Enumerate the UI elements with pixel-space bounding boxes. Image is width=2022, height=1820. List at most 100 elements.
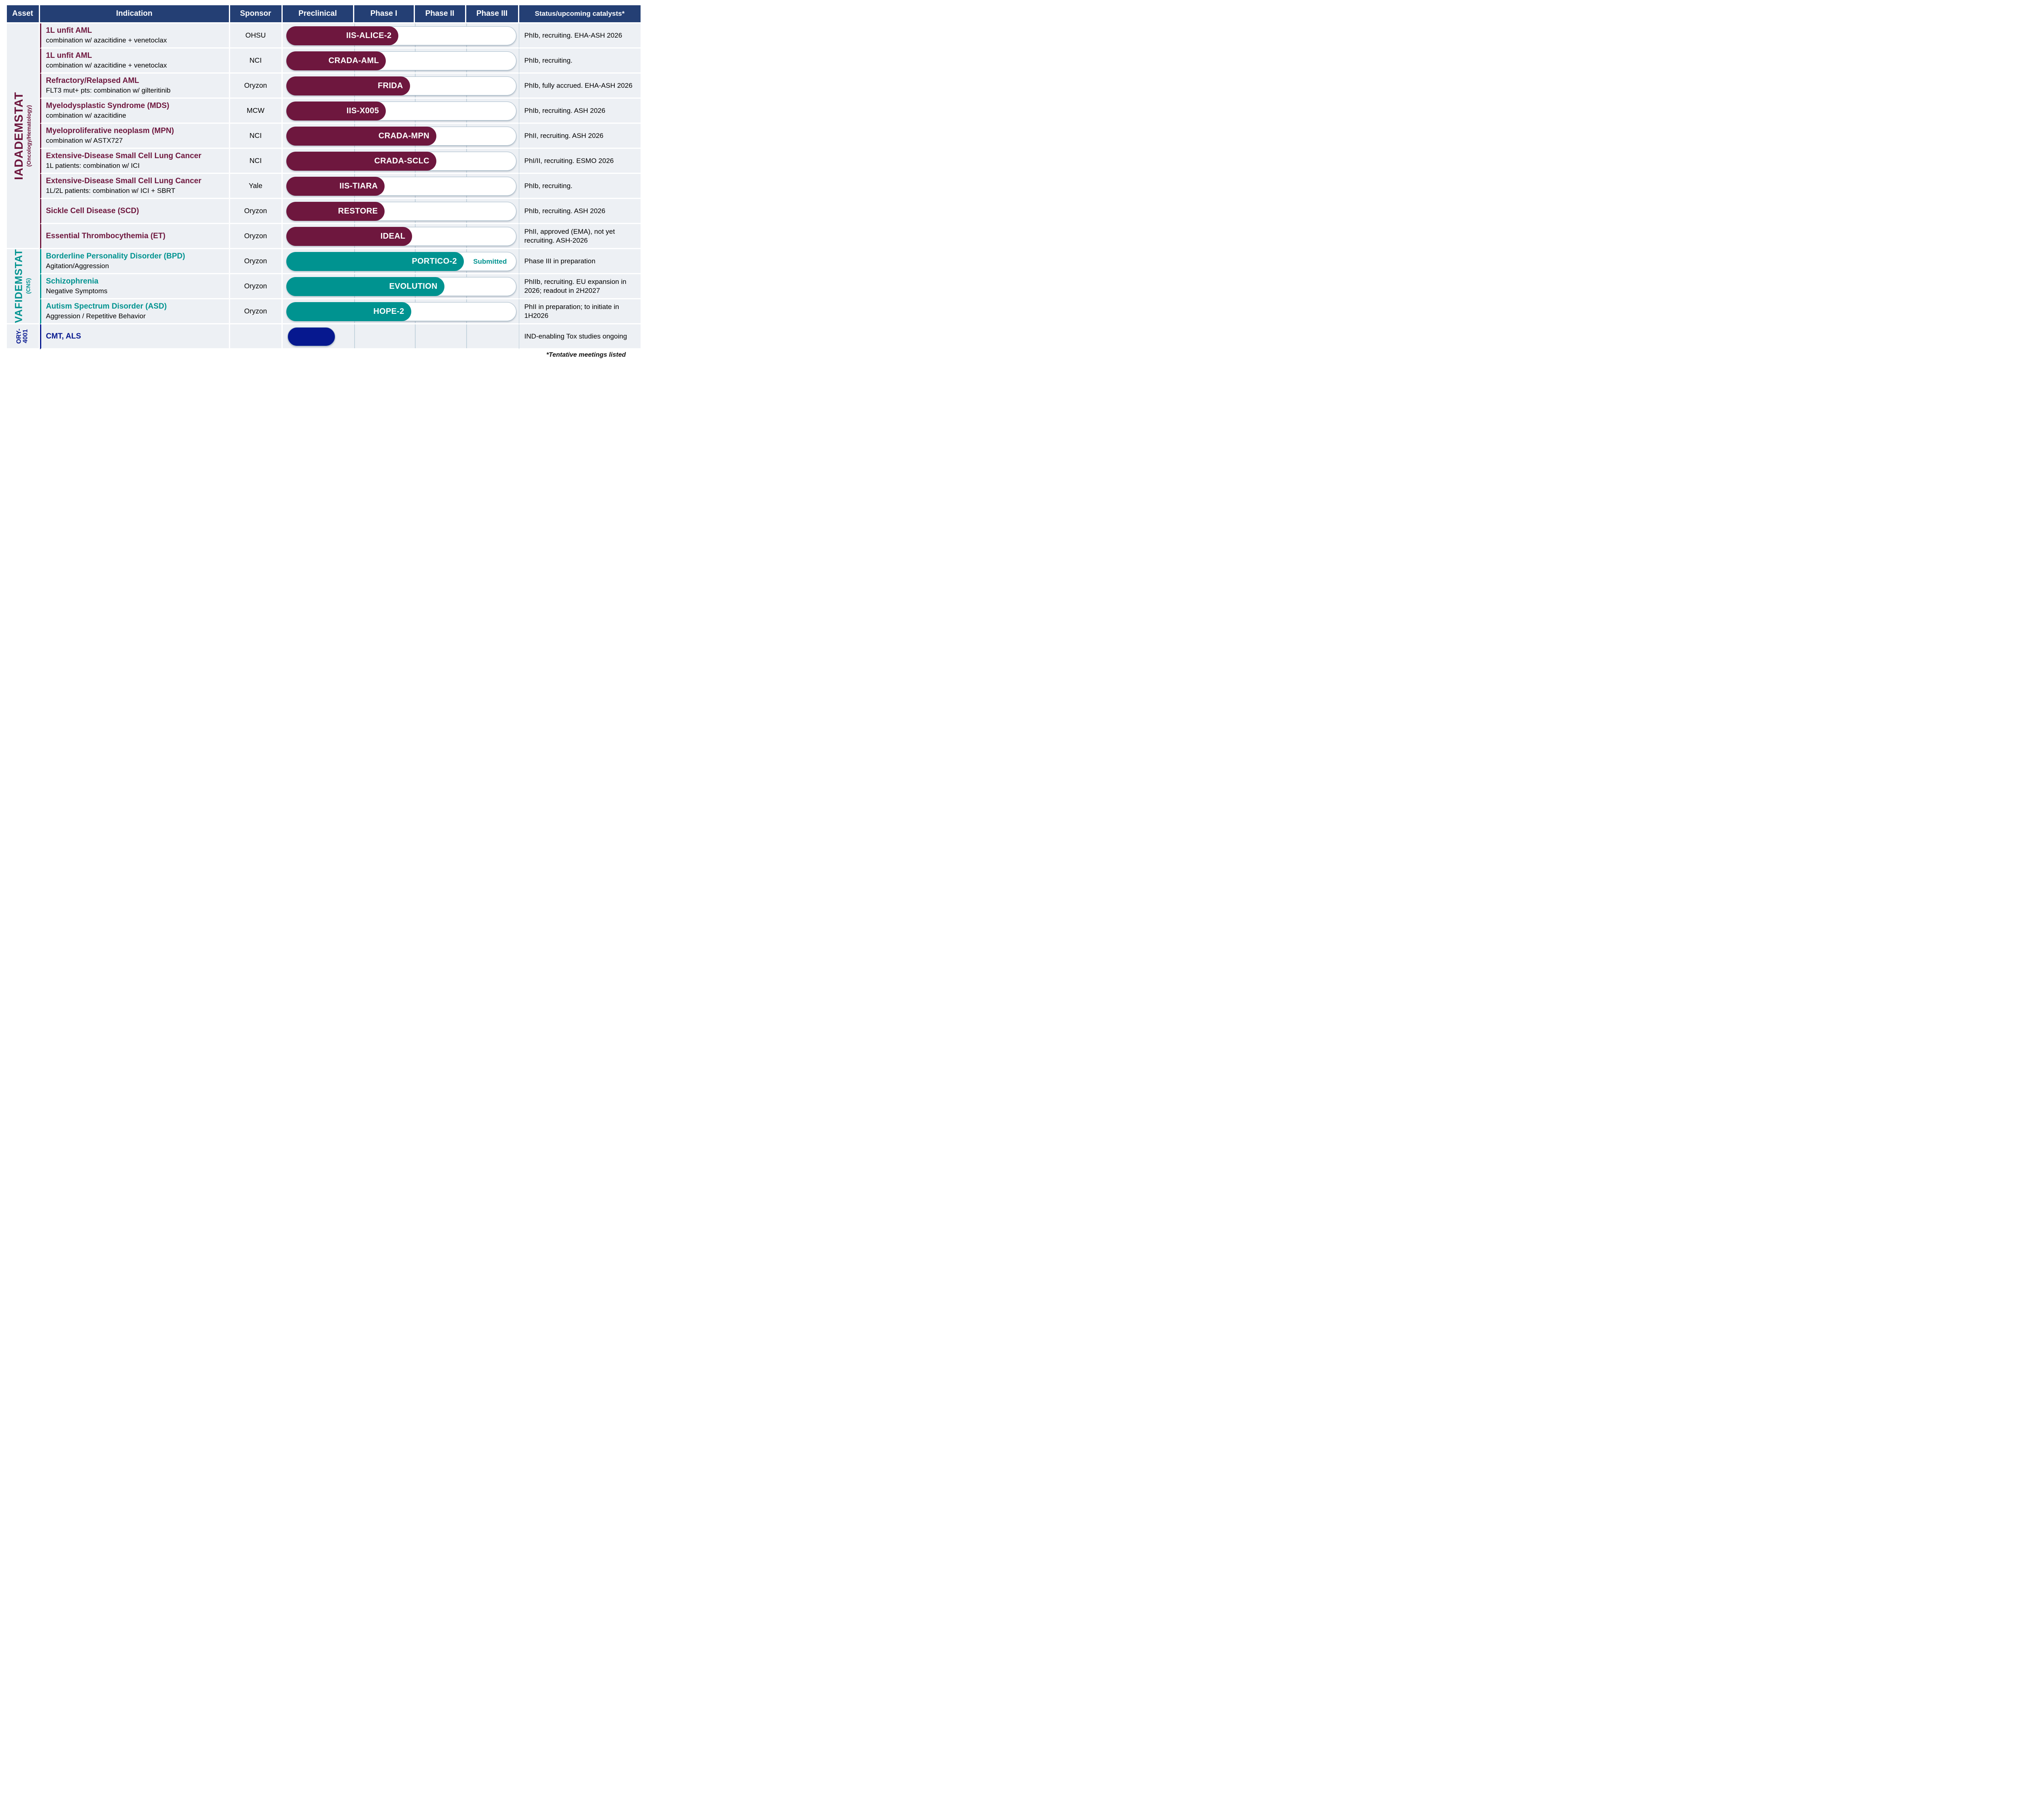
status-cell: PhIIb, recruiting. EU expansion in 2026;… bbox=[519, 274, 641, 299]
phase-cell: CRADA-MPN bbox=[282, 124, 519, 149]
indication-subtitle: Negative Symptoms bbox=[46, 287, 108, 295]
sponsor-cell: Oryzon bbox=[230, 274, 283, 299]
trial-name-label: FRIDA bbox=[378, 81, 403, 90]
indication-cell: CMT, ALS bbox=[40, 324, 230, 349]
status-cell: PhI/II, recruiting. ESMO 2026 bbox=[519, 149, 641, 174]
phase-cell: EVOLUTION bbox=[282, 274, 519, 299]
sponsor-cell: Oryzon bbox=[230, 249, 283, 274]
trial-name-label: IIS-TIARA bbox=[339, 182, 378, 190]
sponsor-cell: Oryzon bbox=[230, 74, 283, 99]
trial-name-label: CRADA-SCLC bbox=[374, 157, 429, 165]
phase-cell: IIS-TIARA bbox=[282, 174, 519, 199]
phase-cell: CRADA-SCLC bbox=[282, 149, 519, 174]
indication-subtitle: Aggression / Repetitive Behavior bbox=[46, 312, 146, 320]
trial-progress-track: RESTORE bbox=[286, 202, 516, 221]
trial-progress-track: IIS-TIARA bbox=[286, 177, 516, 196]
trial-progress-track: CRADA-MPN bbox=[286, 127, 516, 146]
trial-progress-track: FRIDA bbox=[286, 76, 516, 95]
trial-progress-track: IDEAL bbox=[286, 227, 516, 246]
trial-progress-fill: RESTORE bbox=[286, 202, 385, 221]
asset-group-label: VAFIDEMSTAT (CNS) bbox=[13, 249, 32, 324]
asset-group-subtitle: (CNS) bbox=[25, 278, 32, 294]
trial-progress-track: EVOLUTION bbox=[286, 277, 516, 296]
indication-subtitle: 1L/2L patients: combination w/ ICI + SBR… bbox=[46, 186, 176, 195]
trial-progress-fill: CRADA-AML bbox=[286, 51, 386, 70]
asset-group-ory4001: ORY- 4001 bbox=[6, 324, 40, 349]
trial-name-label: IDEAL bbox=[380, 232, 406, 241]
status-cell: IND-enabling Tox studies ongoing bbox=[519, 324, 641, 349]
phase-cell: CRADA-AML bbox=[282, 49, 519, 74]
indication-title: Schizophrenia bbox=[46, 277, 99, 286]
header-col-sponsor: Sponsor bbox=[230, 5, 283, 23]
indication-title: Myelodysplastic Syndrome (MDS) bbox=[46, 102, 169, 110]
indication-cell: Autism Spectrum Disorder (ASD) Aggression… bbox=[40, 299, 230, 324]
trial-progress-track: CRADA-AML bbox=[286, 51, 516, 70]
indication-title: 1L unfit AML bbox=[46, 51, 92, 60]
status-cell: PhIb, fully accrued. EHA-ASH 2026 bbox=[519, 74, 641, 99]
preclinical-pill bbox=[287, 327, 335, 346]
trial-name-label: CRADA-MPN bbox=[378, 131, 429, 140]
indication-cell: 1L unfit AML combination w/ azacitidine +… bbox=[40, 49, 230, 74]
asset-group-vafidemstat: VAFIDEMSTAT (CNS) bbox=[6, 249, 40, 324]
status-cell: PhII in preparation; to initiate in 1H20… bbox=[519, 299, 641, 324]
indication-cell: Sickle Cell Disease (SCD) bbox=[40, 199, 230, 224]
trial-progress-fill: EVOLUTION bbox=[286, 277, 444, 296]
sponsor-cell: Oryzon bbox=[230, 224, 283, 249]
status-cell: PhII, recruiting. ASH 2026 bbox=[519, 124, 641, 149]
trial-progress-track: PORTICO-2 Submitted bbox=[286, 252, 516, 271]
phase-cell: IDEAL bbox=[282, 224, 519, 249]
trial-progress-fill: IIS-X005 bbox=[286, 102, 386, 121]
asset-group-label: ORY- 4001 bbox=[15, 328, 29, 344]
indication-subtitle: combination w/ azacitidine + venetoclax bbox=[46, 61, 167, 69]
indication-title: Essential Thrombocythemia (ET) bbox=[46, 231, 166, 240]
trial-progress-fill: IIS-TIARA bbox=[286, 177, 385, 196]
asset-group-iadademstat: IADADEMSTAT (Oncology/Hematology) bbox=[6, 23, 40, 249]
indication-cell: Myeloproliferative neoplasm (MPN) combina… bbox=[40, 124, 230, 149]
indication-title: Refractory/Relapsed AML bbox=[46, 76, 140, 85]
indication-cell: Myelodysplastic Syndrome (MDS) combinatio… bbox=[40, 99, 230, 124]
phase-cell: FRIDA bbox=[282, 74, 519, 99]
trial-progress-track: CRADA-SCLC bbox=[286, 152, 516, 171]
trial-name-label: PORTICO-2 bbox=[412, 257, 457, 266]
indication-title: Myeloproliferative neoplasm (MPN) bbox=[46, 127, 174, 135]
indication-cell: 1L unfit AML combination w/ azacitidine +… bbox=[40, 23, 230, 49]
sponsor-cell: Oryzon bbox=[230, 199, 283, 224]
trial-name-label: EVOLUTION bbox=[389, 282, 438, 291]
trial-progress-track: IIS-X005 bbox=[286, 102, 516, 121]
trial-progress-fill: CRADA-SCLC bbox=[286, 152, 436, 171]
header-col-status-upcoming-catalysts-: Status/upcoming catalysts* bbox=[519, 5, 641, 23]
header-col-preclinical: Preclinical bbox=[282, 5, 354, 23]
sponsor-cell: NCI bbox=[230, 149, 283, 174]
phase-cell: HOPE-2 bbox=[282, 299, 519, 324]
trial-progress-fill: IDEAL bbox=[286, 227, 412, 246]
status-cell: Phase III in preparation bbox=[519, 249, 641, 274]
header-col-phase-i: Phase I bbox=[354, 5, 415, 23]
indication-subtitle: FLT3 mut+ pts: combination w/ gilteritin… bbox=[46, 86, 171, 94]
indication-cell: Extensive-Disease Small Cell Lung Cancer… bbox=[40, 174, 230, 199]
header-col-indication: Indication bbox=[40, 5, 230, 23]
sponsor-cell: MCW bbox=[230, 99, 283, 124]
indication-cell: Essential Thrombocythemia (ET) bbox=[40, 224, 230, 249]
header-col-asset: Asset bbox=[6, 5, 40, 23]
sponsor-cell bbox=[230, 324, 283, 349]
trial-progress-track: IIS-ALICE-2 bbox=[286, 26, 516, 45]
phase-cell: PORTICO-2 Submitted bbox=[282, 249, 519, 274]
submitted-badge: Submitted bbox=[473, 257, 507, 265]
status-cell: PhIb, recruiting. bbox=[519, 174, 641, 199]
trial-progress-track: HOPE-2 bbox=[286, 302, 516, 321]
indication-title: CMT, ALS bbox=[46, 332, 81, 341]
pipeline-body: IADADEMSTAT (Oncology/Hematology) VAFIDEMS… bbox=[6, 23, 641, 349]
status-cell: PhIb, recruiting. EHA-ASH 2026 bbox=[519, 23, 641, 49]
status-cell: PhII, approved (EMA), not yet recruiting… bbox=[519, 224, 641, 249]
indication-title: Autism Spectrum Disorder (ASD) bbox=[46, 302, 167, 311]
phase-cell: IIS-X005 bbox=[282, 99, 519, 124]
trial-name-label: RESTORE bbox=[338, 207, 378, 216]
status-cell: PhIb, recruiting. ASH 2026 bbox=[519, 199, 641, 224]
status-cell: PhIb, recruiting. bbox=[519, 49, 641, 74]
indication-subtitle: combination w/ azacitidine + venetoclax bbox=[46, 36, 167, 44]
sponsor-cell: NCI bbox=[230, 124, 283, 149]
indication-title: Extensive-Disease Small Cell Lung Cancer bbox=[46, 152, 201, 161]
phase-cell: RESTORE bbox=[282, 199, 519, 224]
footnote: *Tentative meetings listed bbox=[546, 351, 626, 358]
trial-progress-fill: IIS-ALICE-2 bbox=[286, 26, 399, 45]
